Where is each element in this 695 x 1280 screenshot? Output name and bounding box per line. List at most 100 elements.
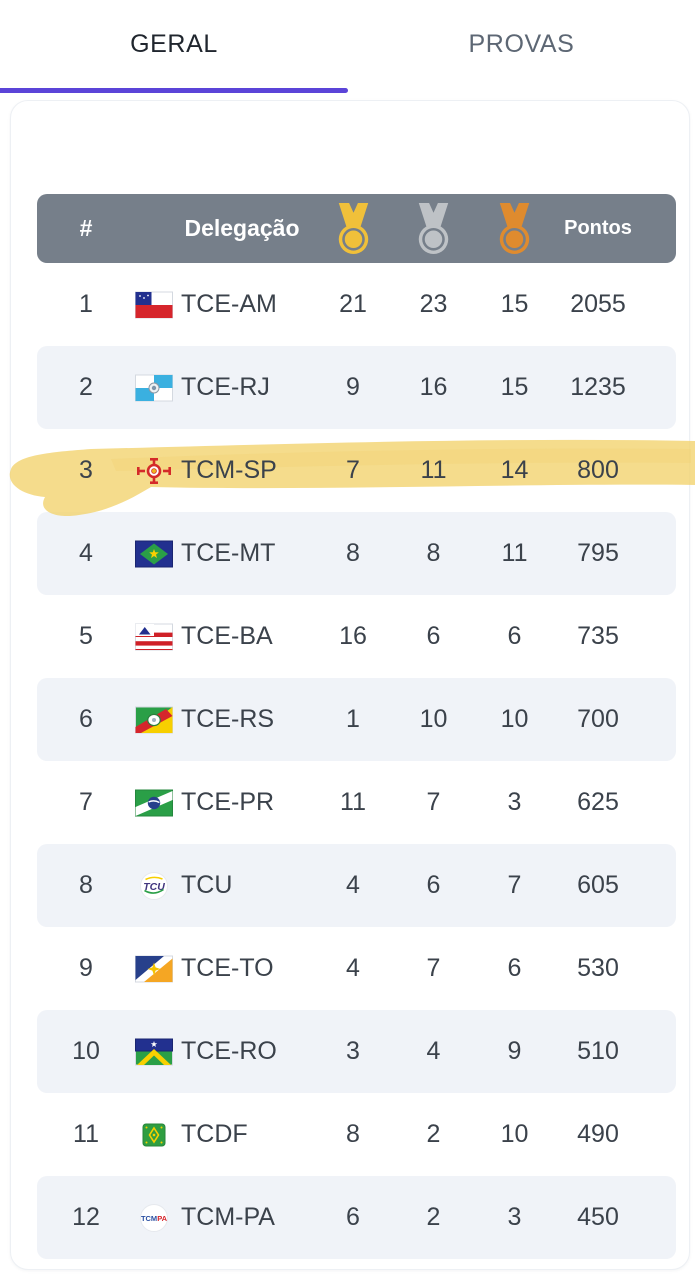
points-cell: 625 [577,788,619,816]
points-cell: 530 [577,954,619,982]
delegation-name: TCE-RS [181,705,275,733]
delegation-name: TCE-BA [181,622,273,650]
flag-tce-to [135,954,173,984]
rank-cell: 8 [79,871,93,899]
gold-count-cell: 8 [346,539,360,567]
svg-text:TCMPA: TCMPA [141,1214,168,1223]
points-cell: 1235 [570,373,626,401]
tab-provas[interactable]: PROVAS [348,0,695,88]
table-row: 11 TCDF 8 2 10 490 [37,1093,676,1176]
gold-count-cell: 16 [339,622,367,650]
delegation-name: TCM-SP [181,456,277,484]
rank-cell: 5 [79,622,93,650]
gold-count-cell: 1 [346,705,360,733]
points-cell: 735 [577,622,619,650]
gold-count-cell: 3 [346,1037,360,1065]
bronze-count-cell: 7 [507,871,522,899]
silver-count-cell: 7 [426,954,441,982]
rank-cell: 4 [79,539,93,567]
table-row: 12 TCMPA TCM-PA 6 2 3 450 [37,1176,676,1259]
rank-cell: 6 [79,705,93,733]
points-cell: 605 [577,871,619,899]
points-cell: 795 [577,539,619,567]
table-header-row: # Delegação Pontos [37,194,676,263]
delegation-name: TCE-AM [181,290,277,318]
bronze-count-cell: 15 [500,373,529,401]
delegation-cell: TCMPA TCM-PA [135,1203,313,1233]
delegation-cell: TCE-RJ [135,373,313,403]
flag-tcm-sp [135,456,173,486]
silver-count-cell: 10 [419,705,448,733]
silver-count-cell: 11 [420,456,447,484]
flag-tcdf [135,1120,173,1150]
header-points: Pontos [564,217,632,239]
table-row: 1 TCE-AM 21 23 15 2055 [37,263,676,346]
silver-count-cell: 4 [426,1037,441,1065]
table-row: 6 TCE-RS 1 10 10 700 [37,678,676,761]
bronze-count-cell: 6 [507,954,522,982]
gold-count-cell: 4 [346,954,360,982]
tab-geral-label: GERAL [130,29,218,58]
gold-count-cell: 9 [346,373,360,401]
table-row: 7 TCE-PR 11 7 3 625 [37,761,676,844]
gold-count-cell: 6 [346,1203,360,1231]
flag-tce-am [135,290,173,320]
delegation-cell: TCU TCU [135,871,313,901]
bronze-medal-icon [474,202,555,255]
header-rank: # [79,215,93,241]
rank-cell: 9 [79,954,93,982]
table-row: 3 TCM-SP 7 11 14 800 [9,429,695,516]
flag-tce-ba [135,622,173,652]
points-cell: 700 [577,705,619,733]
delegation-name: TCE-RO [181,1037,277,1065]
delegation-name: TCE-RJ [181,373,270,401]
tab-geral[interactable]: GERAL [0,0,348,88]
silver-count-cell: 2 [426,1203,441,1231]
gold-count-cell: 11 [340,788,366,816]
delegation-name: TCE-MT [181,539,276,567]
points-cell: 800 [577,456,619,484]
gold-count-cell: 8 [346,1120,360,1148]
bronze-count-cell: 3 [507,788,522,816]
gold-count-cell: 7 [346,456,360,484]
delegation-name: TCE-TO [181,954,274,982]
table-row: 10 TCE-RO 3 4 9 510 [37,1010,676,1093]
delegation-cell: TCDF [135,1120,313,1150]
silver-count-cell: 2 [426,1120,441,1148]
rank-cell: 11 [73,1120,99,1148]
table-row: 8 TCU TCU 4 6 7 605 [37,844,676,927]
silver-count-cell: 6 [426,871,441,899]
bronze-count-cell: 15 [500,290,529,318]
points-cell: 510 [577,1037,619,1065]
silver-count-cell: 23 [419,290,448,318]
svg-text:TCU: TCU [143,881,165,893]
table-row: 2 TCE-RJ 9 16 15 1235 [37,346,676,429]
bronze-count-cell: 3 [507,1203,522,1231]
delegation-cell: TCE-TO [135,954,313,984]
bronze-count-cell: 10 [500,1120,529,1148]
points-cell: 450 [577,1203,619,1231]
logo-tcu: TCU [135,871,173,901]
points-cell: 490 [577,1120,619,1148]
header-delegation: Delegação [184,215,300,241]
table-body: 1 TCE-AM 21 23 15 2055 2 TCE-RJ 9 16 15 … [9,263,695,1259]
rank-cell: 1 [79,290,93,318]
rank-cell: 2 [79,373,93,401]
points-cell: 2055 [570,290,626,318]
silver-medal-icon [393,202,474,255]
table-row: 9 TCE-TO 4 7 6 530 [37,927,676,1010]
silver-count-cell: 7 [426,788,441,816]
rank-cell: 10 [72,1037,100,1065]
delegation-name: TCU [181,871,233,899]
gold-count-cell: 4 [346,871,360,899]
delegation-cell: TCE-RO [135,1037,313,1067]
table-row: 5 TCE-BA 16 6 6 735 [37,595,676,678]
standings-card: # Delegação Pontos 1 TCE-AM 21 23 15 205… [9,100,695,1270]
flag-tce-ro [135,1037,173,1067]
delegation-cell: TCE-RS [135,705,313,735]
delegation-cell: TCE-BA [135,622,313,652]
rank-cell: 7 [79,788,93,816]
delegation-name: TCDF [181,1120,248,1148]
logo-tcm-pa: TCMPA [135,1203,173,1233]
tab-provas-label: PROVAS [468,29,575,58]
